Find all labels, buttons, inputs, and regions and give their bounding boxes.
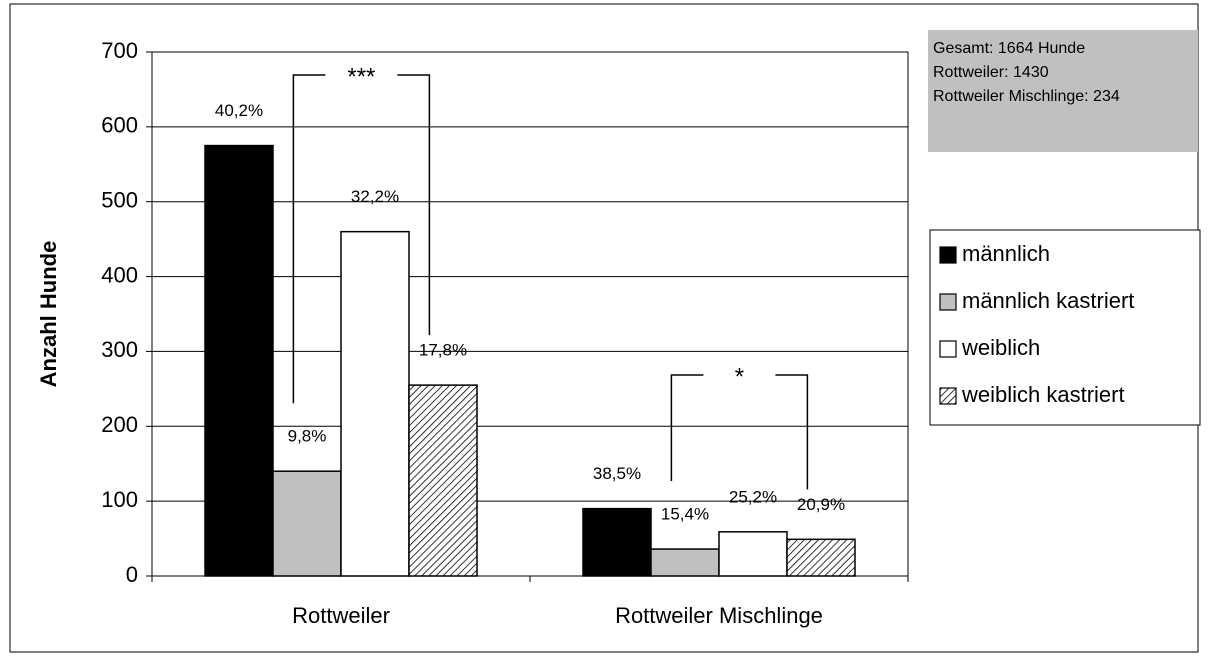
- bar: [408, 384, 478, 577]
- info-text: Gesamt: 1664 Hunde: [933, 40, 1085, 57]
- share-label: 9,8%: [288, 427, 327, 446]
- significance-label: *: [735, 363, 744, 390]
- legend-label: männlich kastriert: [962, 288, 1134, 313]
- bar: [340, 230, 410, 577]
- y-tick-label: 700: [101, 38, 138, 63]
- bar: [786, 538, 856, 577]
- legend: [929, 229, 1201, 426]
- info-text: Rottweiler: 1430: [933, 64, 1049, 81]
- share-label: 38,5%: [593, 464, 641, 483]
- y-tick-label: 300: [101, 337, 138, 362]
- legend-swatch: [939, 387, 957, 405]
- y-tick-label: 200: [101, 412, 138, 437]
- y-tick-label: 0: [126, 562, 138, 587]
- info-text: Rottweiler Mischlinge: 234: [933, 88, 1120, 105]
- share-label: 40,2%: [215, 101, 263, 120]
- share-label: 15,4%: [661, 505, 709, 524]
- significance-bracket: [670, 374, 809, 490]
- bar: [650, 548, 720, 577]
- x-tick-label: Rottweiler Mischlinge: [615, 603, 823, 628]
- share-label: 20,9%: [797, 495, 845, 514]
- significance-bracket: [292, 74, 431, 404]
- legend-swatch: [939, 340, 957, 358]
- significance-label: ***: [347, 63, 375, 90]
- y-tick-label: 600: [101, 113, 138, 138]
- y-axis-label: Anzahl Hunde: [36, 241, 61, 388]
- bar: [582, 507, 652, 577]
- x-tick-label: Rottweiler: [292, 603, 390, 628]
- y-tick-label: 400: [101, 262, 138, 287]
- share-label: 17,8%: [419, 341, 467, 360]
- legend-swatch: [939, 246, 957, 264]
- bar: [272, 470, 342, 577]
- legend-label: männlich: [962, 241, 1050, 266]
- info-box: [928, 30, 1198, 152]
- y-tick-label: 100: [101, 487, 138, 512]
- share-label: 25,2%: [729, 487, 777, 506]
- legend-swatch: [939, 293, 957, 311]
- bar: [718, 531, 788, 577]
- share-label: 32,2%: [351, 187, 399, 206]
- legend-label: weiblich: [961, 335, 1040, 360]
- legend-label: weiblich kastriert: [961, 382, 1125, 407]
- y-tick-label: 500: [101, 188, 138, 213]
- bar: [204, 144, 274, 577]
